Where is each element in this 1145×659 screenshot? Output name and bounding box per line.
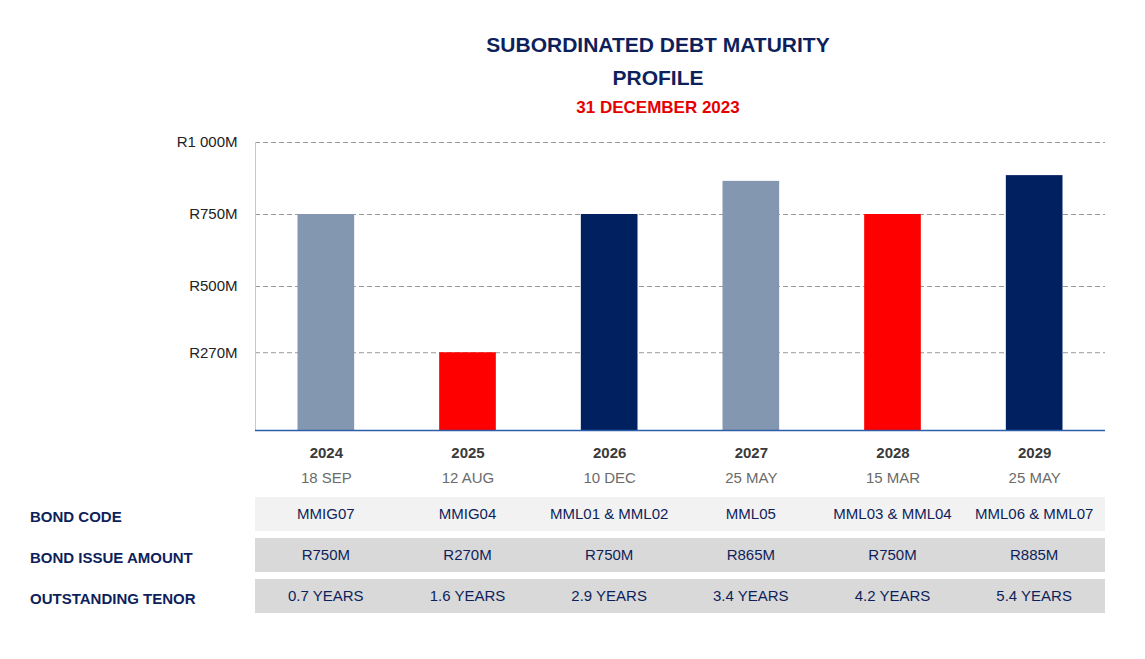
html-text:4.2 YEARS: 4.2 YEARS <box>854 587 931 604</box>
svg-text:R750M: R750M <box>189 205 237 222</box>
html-text:MML01 & MML02: MML01 & MML02 <box>550 505 669 522</box>
svg-text:2024: 2024 <box>310 444 344 461</box>
svg-text:2026: 2026 <box>593 444 626 461</box>
svg-text:2028: 2028 <box>876 444 909 461</box>
html-text:MMIG07: MMIG07 <box>297 505 355 522</box>
html-text:BOND ISSUE AMOUNT: BOND ISSUE AMOUNT <box>30 549 193 566</box>
html-text:2.9 YEARS: 2.9 YEARS <box>571 587 647 604</box>
svg-text:25 MAY: 25 MAY <box>1009 469 1061 486</box>
html-text:3.4 YEARS: 3.4 YEARS <box>713 587 789 604</box>
svg-text:2029: 2029 <box>1018 444 1051 461</box>
html-text:1.6 YEARS: 1.6 YEARS <box>429 587 506 604</box>
html-text:MML06 & MML07: MML06 & MML07 <box>975 505 1094 522</box>
html-text:0.7 YEARS: 0.7 YEARS <box>288 587 364 604</box>
html-text:R270M: R270M <box>443 546 492 563</box>
html-text:BOND CODE: BOND CODE <box>30 508 122 525</box>
html-text:5.4 YEARS: 5.4 YEARS <box>996 587 1072 604</box>
html-text:R750M: R750M <box>301 546 350 563</box>
html-text:R750M: R750M <box>868 546 917 563</box>
svg-text:12 AUG: 12 AUG <box>442 469 495 486</box>
html-text:MML03 & MML04: MML03 & MML04 <box>833 505 952 522</box>
svg-text:15 MAR: 15 MAR <box>866 469 920 486</box>
html-text:31 DECEMBER 2023: 31 DECEMBER 2023 <box>576 98 740 117</box>
html-text:MML05: MML05 <box>725 505 776 522</box>
svg-text:25 MAY: 25 MAY <box>725 469 777 486</box>
html-text:R885M: R885M <box>1010 546 1059 563</box>
svg-text:2025: 2025 <box>451 444 484 461</box>
svg-text:R1 000M: R1 000M <box>177 133 238 150</box>
html-text:SUBORDINATED DEBT MATURITY PRO: SUBORDINATED DEBT MATURITY PROFILE <box>486 33 830 89</box>
svg-text:10 DEC: 10 DEC <box>583 469 636 486</box>
html-text:MMIG04: MMIG04 <box>438 505 497 522</box>
svg-text:18 SEP: 18 SEP <box>301 469 352 486</box>
svg-text:R270M: R270M <box>189 344 237 361</box>
svg-text:2027: 2027 <box>735 444 768 461</box>
html-text:OUTSTANDING TENOR: OUTSTANDING TENOR <box>30 590 196 607</box>
html-text:R750M: R750M <box>585 546 634 563</box>
svg-text:R500M: R500M <box>189 277 237 294</box>
html-text:R865M: R865M <box>726 546 775 563</box>
